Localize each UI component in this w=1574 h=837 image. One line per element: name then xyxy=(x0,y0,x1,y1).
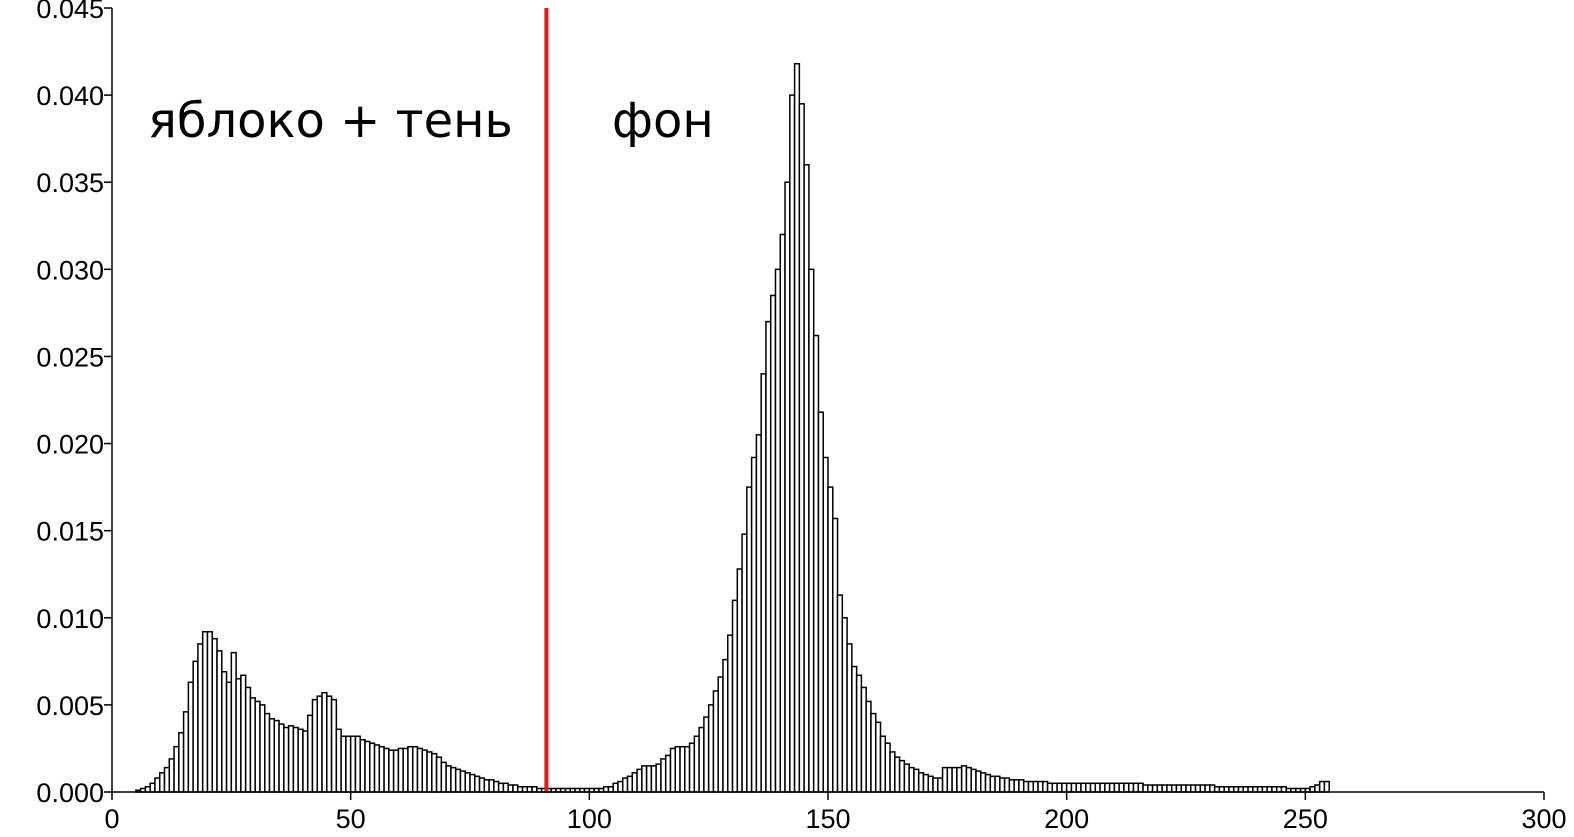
y-tick-label: 0.030 xyxy=(36,255,104,285)
y-tick-label: 0.040 xyxy=(36,81,104,111)
y-tick-label: 0.025 xyxy=(36,342,104,372)
y-tick-label: 0.000 xyxy=(36,778,104,808)
x-tick-label: 100 xyxy=(567,804,612,834)
x-tick-label: 300 xyxy=(1521,804,1566,834)
annotation: яблоко + тень xyxy=(148,93,513,149)
y-tick-label: 0.035 xyxy=(36,168,104,198)
annotation: фон xyxy=(612,93,714,149)
x-tick-label: 250 xyxy=(1283,804,1328,834)
y-tick-label: 0.015 xyxy=(36,517,104,547)
x-tick-label: 50 xyxy=(336,804,366,834)
x-tick-label: 200 xyxy=(1044,804,1089,834)
y-tick-label: 0.010 xyxy=(36,604,104,634)
y-tick-label: 0.020 xyxy=(36,430,104,460)
y-tick-label: 0.045 xyxy=(36,0,104,24)
x-tick-label: 0 xyxy=(104,804,119,834)
y-tick-label: 0.005 xyxy=(36,691,104,721)
x-tick-label: 150 xyxy=(805,804,850,834)
bar xyxy=(1323,780,1330,793)
